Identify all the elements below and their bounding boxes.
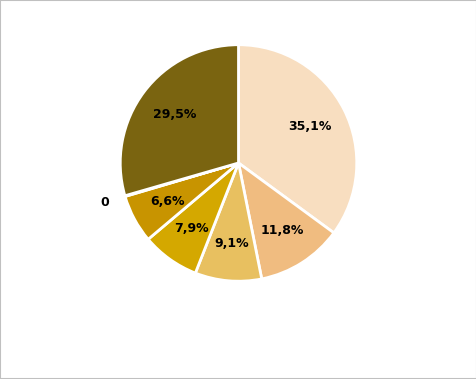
Wedge shape bbox=[148, 163, 238, 273]
Text: 9,1%: 9,1% bbox=[214, 236, 248, 249]
Text: 35,1%: 35,1% bbox=[288, 120, 331, 133]
Wedge shape bbox=[125, 163, 238, 239]
Text: 11,8%: 11,8% bbox=[259, 224, 303, 237]
Wedge shape bbox=[120, 45, 238, 196]
Text: 29,5%: 29,5% bbox=[152, 108, 196, 121]
Wedge shape bbox=[125, 163, 238, 196]
Wedge shape bbox=[195, 163, 261, 281]
Wedge shape bbox=[238, 45, 356, 233]
Text: 6,6%: 6,6% bbox=[150, 195, 185, 208]
Wedge shape bbox=[238, 163, 333, 279]
Text: 7,9%: 7,9% bbox=[174, 222, 208, 235]
Text: 0: 0 bbox=[100, 196, 109, 208]
